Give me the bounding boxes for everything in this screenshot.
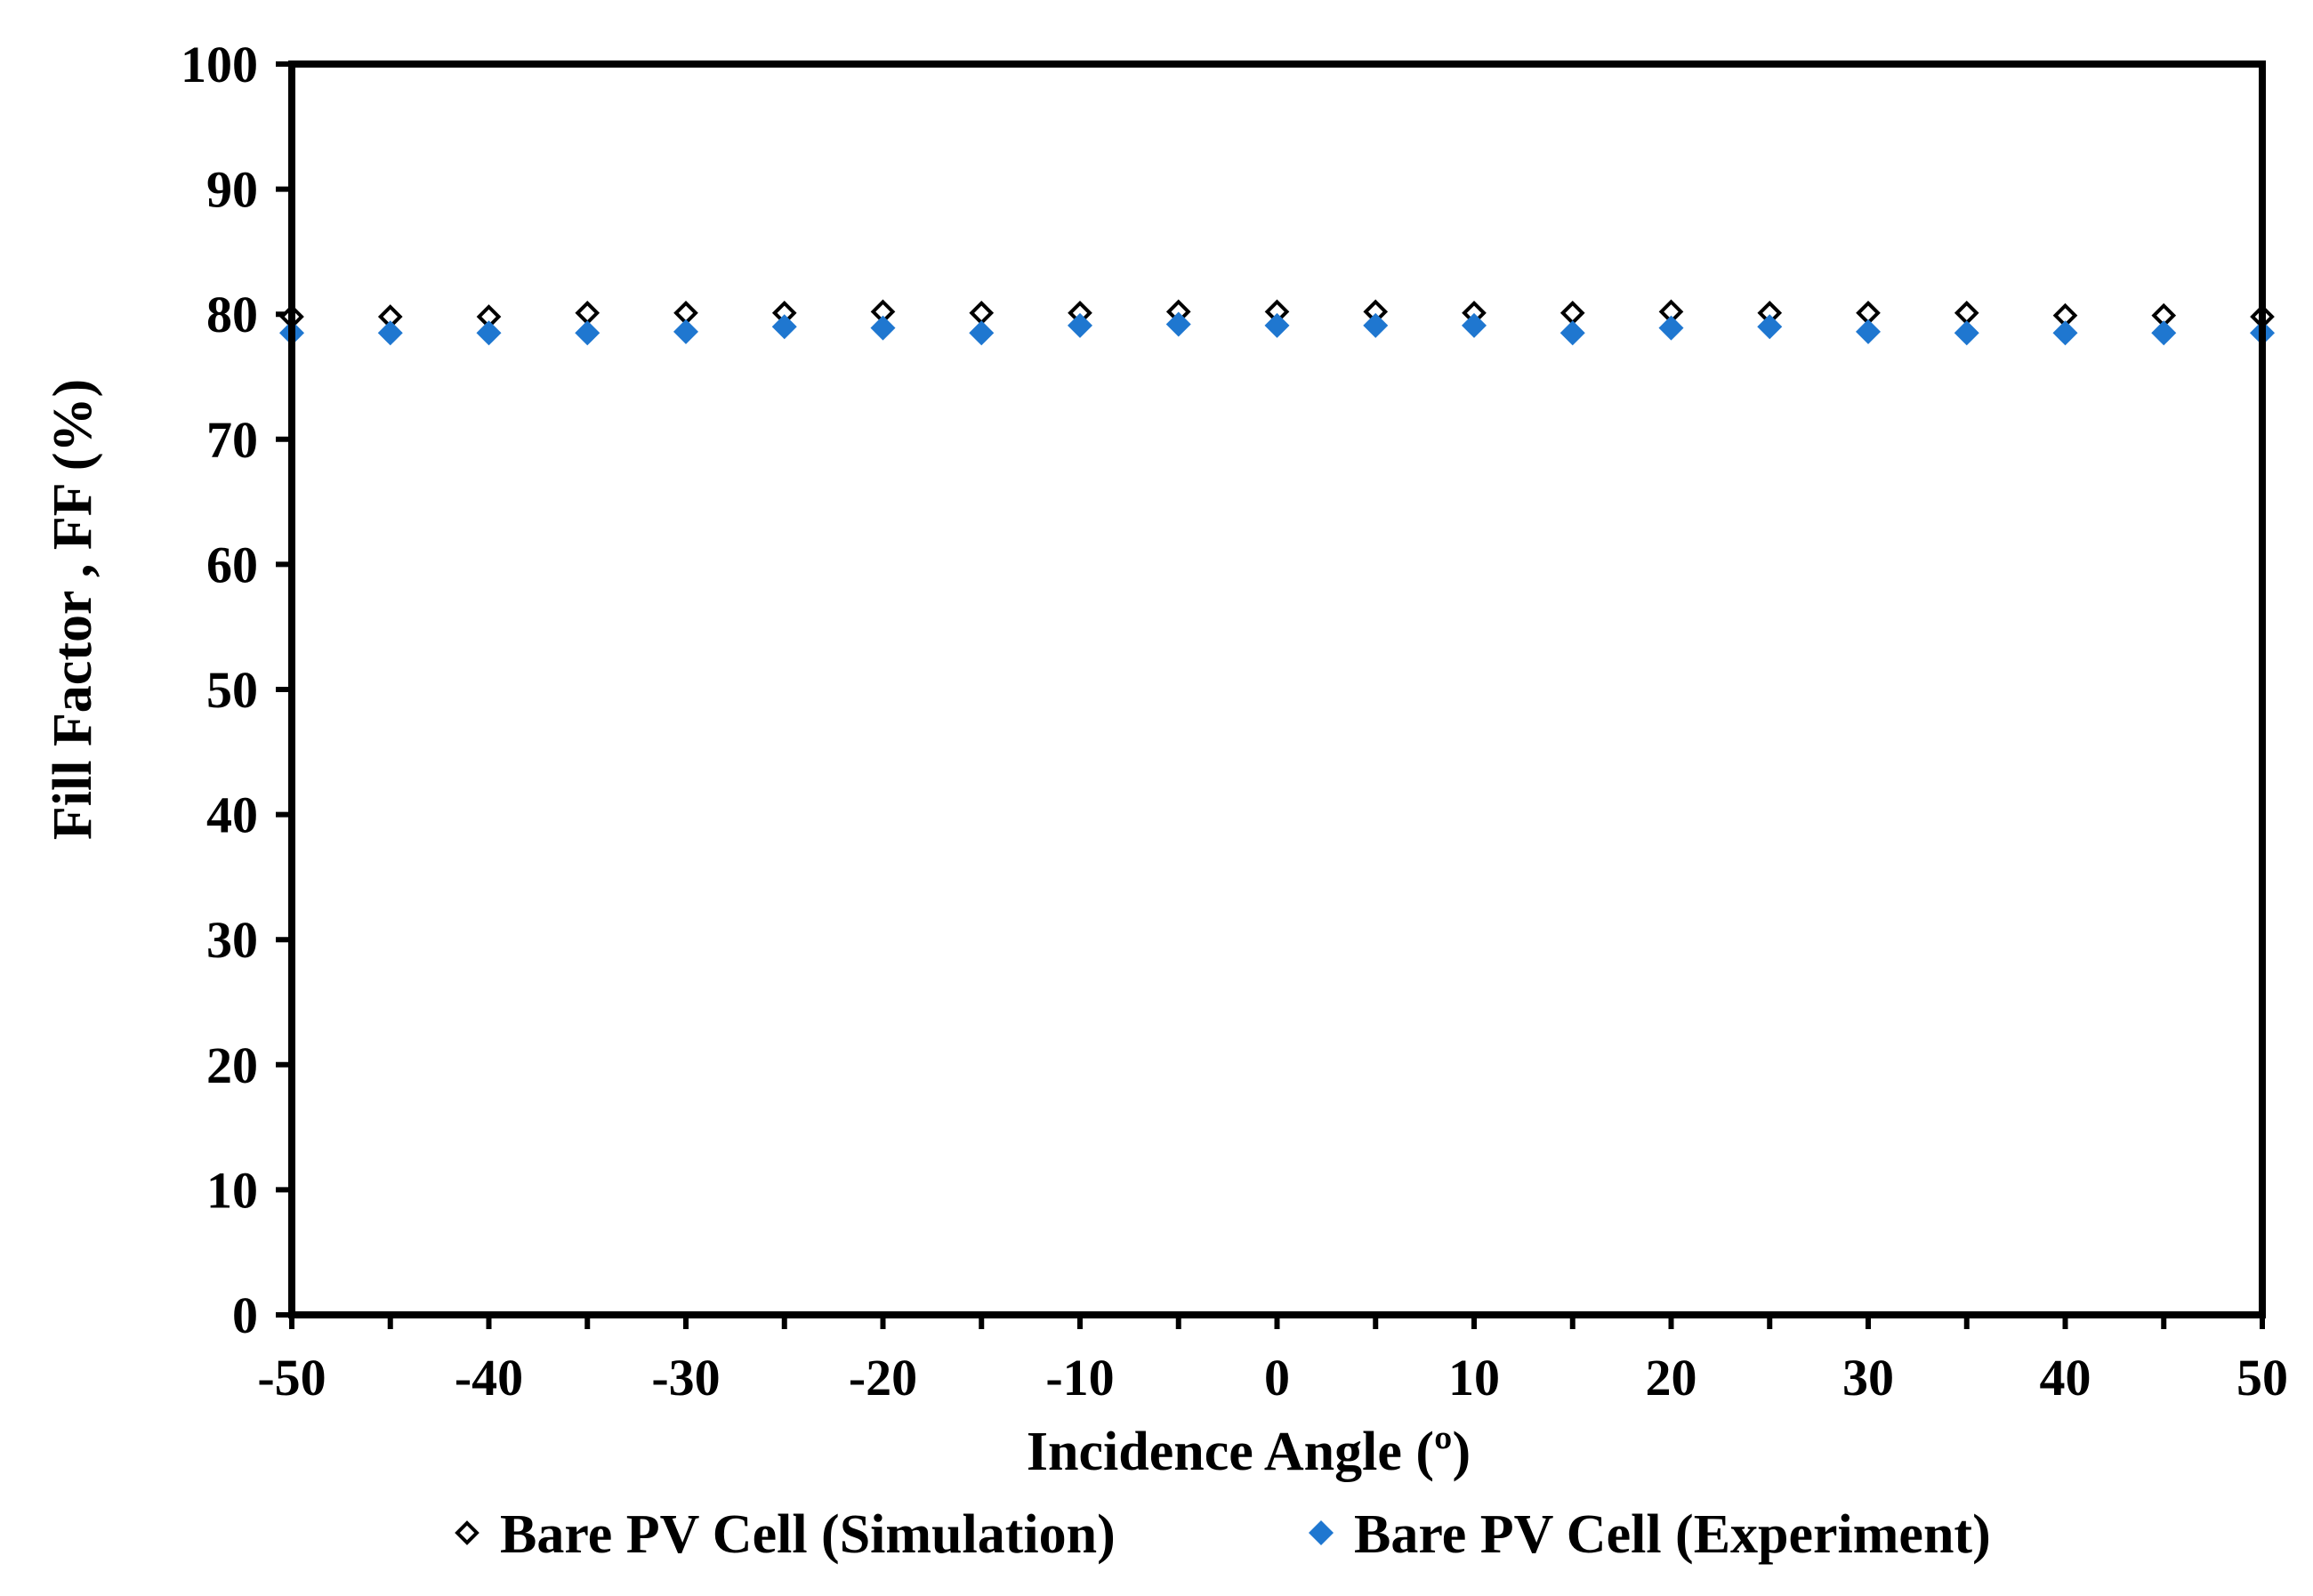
experiment-point [1757,314,1783,340]
x-tick-label: -30 [651,1349,720,1407]
y-tick-label: 100 [181,36,258,93]
y-tick-label: 0 [232,1286,258,1344]
y-tick-label: 90 [206,161,258,219]
experiment-point [575,320,600,346]
legend: Bare PV Cell (Simulation) Bare PV Cell (E… [455,1504,1991,1565]
experiment-point [771,314,797,340]
experiment-point [1462,312,1487,338]
legend-experiment-marker [1309,1520,1334,1545]
y-tick-label: 60 [206,536,258,593]
experiment-point [1363,312,1389,338]
y-tick-label: 30 [206,911,258,969]
y-tick-label: 80 [206,286,258,343]
x-tick-label: 20 [1646,1349,1697,1407]
x-tick-label: -10 [1045,1349,1114,1407]
y-tick-label: 50 [206,661,258,719]
plot-area-frame [288,60,2266,1318]
experiment-point [1068,312,1092,338]
y-tick-label: 40 [206,786,258,844]
data-points-layer [279,299,2275,346]
experiment-point [1658,315,1684,341]
legend-experiment-label: Bare PV Cell (Experiment) [1354,1504,1991,1565]
x-tick-label: -20 [849,1349,917,1407]
experiment-point [2151,320,2177,346]
x-tick-label: 40 [2040,1349,2091,1407]
y-tick-label: 20 [206,1036,258,1094]
x-tick-label: 30 [1842,1349,1894,1407]
x-tick-label: -50 [257,1349,326,1407]
experiment-point [673,318,698,344]
experiment-point [870,315,896,341]
experiment-point [1264,312,1290,338]
legend-simulation-label: Bare PV Cell (Simulation) [500,1504,1116,1565]
y-axis-title: Fill Factor , FF (%) [43,379,103,840]
x-tick-label: 0 [1264,1349,1290,1407]
y-tick-label: 10 [206,1161,258,1219]
x-tick-label: 50 [2236,1349,2288,1407]
ticks-layer: 0 10 20 30 40 50 60 70 80 90 100 -50 -40 -30 -20 -10 0 10… [181,36,2288,1407]
experiment-point [476,320,502,346]
y-tick-label: 70 [206,411,258,469]
x-tick-label: -40 [455,1349,523,1407]
experiment-point [1165,311,1191,337]
experiment-point [2052,320,2078,346]
experiment-point [969,320,995,346]
experiment-point [1559,320,1585,346]
x-tick-label: 10 [1448,1349,1500,1407]
x-axis-title: Incidence Angle (º) [1027,1422,1471,1482]
experiment-point [1954,320,1979,346]
experiment-point [377,320,403,346]
legend-simulation-marker [455,1520,480,1545]
experiment-point [1856,318,1881,344]
